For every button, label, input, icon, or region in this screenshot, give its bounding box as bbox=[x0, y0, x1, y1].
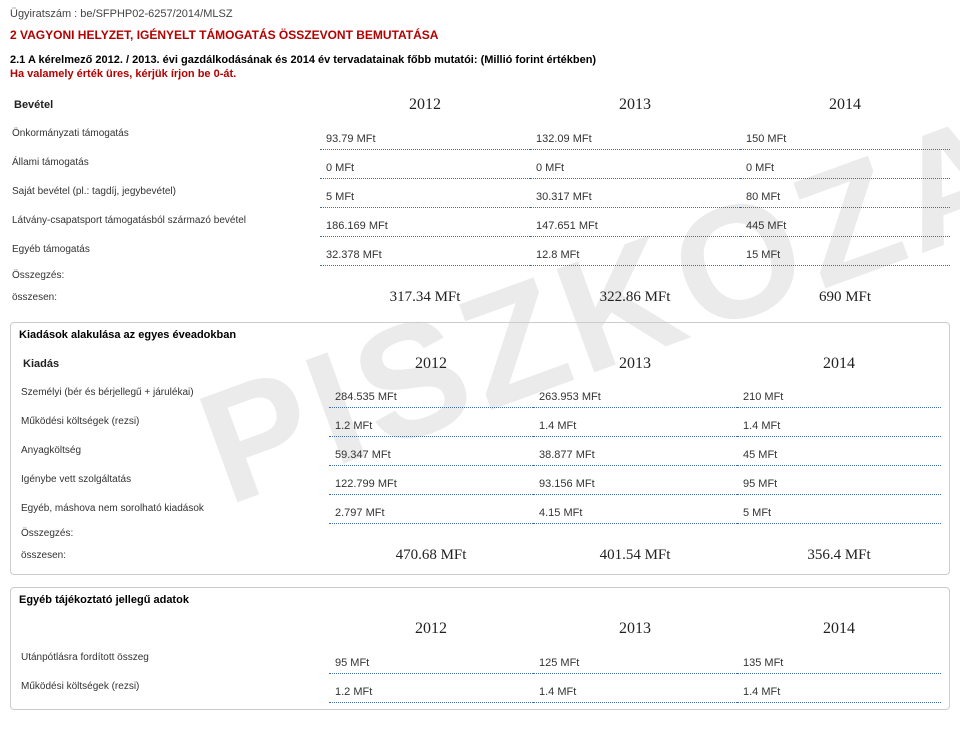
total-cell: 690 MFt bbox=[740, 285, 950, 310]
year-col-1: 2013 bbox=[533, 349, 737, 379]
table-row-label: Egyéb támogatás bbox=[10, 236, 320, 265]
sub-21-title: 2.1 A kérelmező 2012. / 2013. évi gazdál… bbox=[10, 54, 950, 66]
table-cell: 132.09 MFt bbox=[530, 120, 740, 149]
kiadas-block-title: Kiadások alakulása az egyes éveadokban bbox=[19, 329, 941, 341]
table-row-label: Utánpótlásra fordított összeg bbox=[19, 644, 329, 673]
bevetel-header: Bevétel bbox=[10, 90, 320, 120]
table-cell: 122.799 MFt bbox=[329, 466, 533, 495]
table-cell: 38.877 MFt bbox=[533, 437, 737, 466]
table-cell: 125 MFt bbox=[533, 644, 737, 673]
table-cell: 0 MFt bbox=[530, 149, 740, 178]
table-row-label: Egyéb, máshova nem sorolható kiadások bbox=[19, 495, 329, 524]
table-cell: 15 MFt bbox=[740, 236, 950, 265]
table-cell: 263.953 MFt bbox=[533, 379, 737, 408]
table-cell: 1.2 MFt bbox=[329, 408, 533, 437]
table-cell: 59.347 MFt bbox=[329, 437, 533, 466]
year-col-0: 2012 bbox=[320, 90, 530, 120]
total-cell: 317.34 MFt bbox=[320, 285, 530, 310]
table-cell: 186.169 MFt bbox=[320, 207, 530, 236]
sub-21-note: Ha valamely érték üres, kérjük írjon be … bbox=[10, 68, 950, 80]
table-cell: 1.4 MFt bbox=[533, 673, 737, 702]
table-cell: 4.15 MFt bbox=[533, 495, 737, 524]
table-row-label: Anyagköltség bbox=[19, 437, 329, 466]
table-cell: 5 MFt bbox=[737, 495, 941, 524]
table-row-label: Saját bevétel (pl.: tagdíj, jegybevétel) bbox=[10, 178, 320, 207]
sum-label: Összegzés: bbox=[10, 265, 950, 285]
table-cell: 93.156 MFt bbox=[533, 466, 737, 495]
egyeb-table: 2012 2013 2014 Utánpótlásra fordított ös… bbox=[19, 614, 941, 703]
table-cell: 32.378 MFt bbox=[320, 236, 530, 265]
sum-label: Összegzés: bbox=[19, 524, 941, 544]
section-2-title: 2 VAGYONI HELYZET, IGÉNYELT TÁMOGATÁS ÖS… bbox=[10, 28, 950, 42]
table-cell: 30.317 MFt bbox=[530, 178, 740, 207]
table-row-label: Önkormányzati támogatás bbox=[10, 120, 320, 149]
doc-reference: Ügyiratszám : be/SFPHP02-6257/2014/MLSZ bbox=[10, 8, 950, 20]
table-cell: 80 MFt bbox=[740, 178, 950, 207]
total-cell: 322.86 MFt bbox=[530, 285, 740, 310]
year-col-1: 2013 bbox=[530, 90, 740, 120]
table-cell: 1.4 MFt bbox=[533, 408, 737, 437]
table-row-label: Működési költségek (rezsi) bbox=[19, 673, 329, 702]
table-cell: 95 MFt bbox=[737, 466, 941, 495]
table-cell: 93.79 MFt bbox=[320, 120, 530, 149]
table-cell: 1.4 MFt bbox=[737, 673, 941, 702]
year-col-2: 2014 bbox=[740, 90, 950, 120]
total-cell: 470.68 MFt bbox=[329, 543, 533, 568]
kiadas-header: Kiadás bbox=[19, 349, 329, 379]
bevetel-table: Bevétel 2012 2013 2014 Önkormányzati tám… bbox=[10, 90, 950, 310]
kiadas-section: Kiadások alakulása az egyes éveadokban K… bbox=[10, 322, 950, 576]
total-label: összesen: bbox=[19, 543, 329, 568]
table-row-label: Állami támogatás bbox=[10, 149, 320, 178]
table-cell: 2.797 MFt bbox=[329, 495, 533, 524]
total-label: összesen: bbox=[10, 285, 320, 310]
table-cell: 0 MFt bbox=[740, 149, 950, 178]
table-cell: 135 MFt bbox=[737, 644, 941, 673]
table-row-label: Igénybe vett szolgáltatás bbox=[19, 466, 329, 495]
table-cell: 0 MFt bbox=[320, 149, 530, 178]
year-col-2: 2014 bbox=[737, 614, 941, 644]
egyeb-header-empty bbox=[19, 614, 329, 644]
table-cell: 1.4 MFt bbox=[737, 408, 941, 437]
total-cell: 356.4 MFt bbox=[737, 543, 941, 568]
year-col-0: 2012 bbox=[329, 614, 533, 644]
year-col-2: 2014 bbox=[737, 349, 941, 379]
year-col-0: 2012 bbox=[329, 349, 533, 379]
table-row-label: Személyi (bér és bérjellegű + járulékai) bbox=[19, 379, 329, 408]
doc-ref-value: be/SFPHP02-6257/2014/MLSZ bbox=[80, 8, 232, 20]
table-row-label: Látvány-csapatsport támogatásból származ… bbox=[10, 207, 320, 236]
egyeb-section: Egyéb tájékoztató jellegű adatok 2012 20… bbox=[10, 587, 950, 710]
table-cell: 284.535 MFt bbox=[329, 379, 533, 408]
kiadas-table: Kiadás 2012 2013 2014 Személyi (bér és b… bbox=[19, 349, 941, 569]
table-cell: 1.2 MFt bbox=[329, 673, 533, 702]
table-cell: 210 MFt bbox=[737, 379, 941, 408]
table-cell: 147.651 MFt bbox=[530, 207, 740, 236]
table-cell: 5 MFt bbox=[320, 178, 530, 207]
table-cell: 445 MFt bbox=[740, 207, 950, 236]
total-cell: 401.54 MFt bbox=[533, 543, 737, 568]
table-cell: 45 MFt bbox=[737, 437, 941, 466]
table-cell: 150 MFt bbox=[740, 120, 950, 149]
table-cell: 95 MFt bbox=[329, 644, 533, 673]
table-cell: 12.8 MFt bbox=[530, 236, 740, 265]
year-col-1: 2013 bbox=[533, 614, 737, 644]
table-row-label: Működési költségek (rezsi) bbox=[19, 408, 329, 437]
doc-ref-label: Ügyiratszám : bbox=[10, 8, 80, 20]
egyeb-block-title: Egyéb tájékoztató jellegű adatok bbox=[19, 594, 941, 606]
